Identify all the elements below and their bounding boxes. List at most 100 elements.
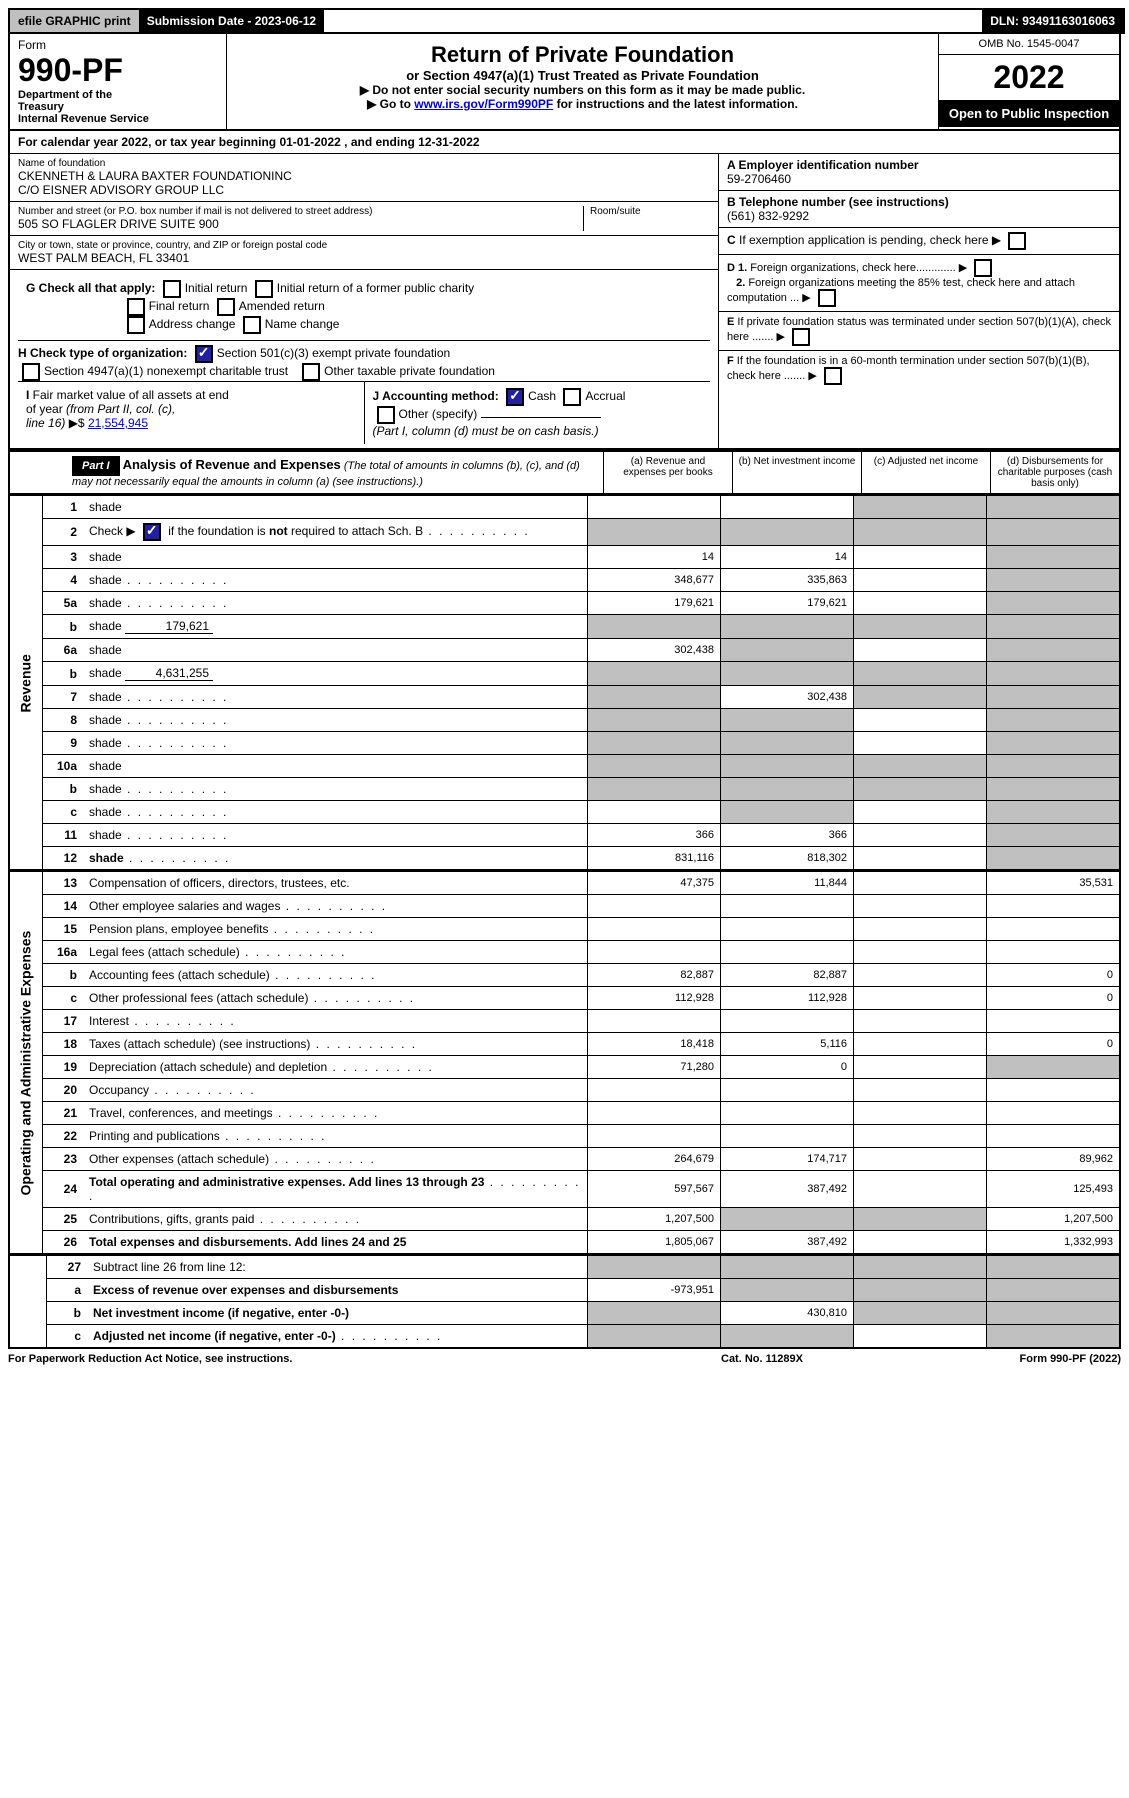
form-subtitle: or Section 4947(a)(1) Trust Treated as P… [235,68,930,83]
spacer [324,10,982,32]
table-row: 19Depreciation (attach schedule) and dep… [9,1056,1120,1079]
checkbox-4947[interactable] [22,363,40,381]
table-row: 22Printing and publications [9,1125,1120,1148]
checkbox-501c3[interactable] [195,345,213,363]
g-label: G Check all that apply: [26,281,155,295]
fmv-value[interactable]: 21,554,945 [88,416,148,430]
table-row: 16aLegal fees (attach schedule) [9,941,1120,964]
table-row: 23Other expenses (attach schedule)264,67… [9,1148,1120,1171]
table-row: 7shade302,438 [9,686,1120,709]
efile-label: efile GRAPHIC print [10,10,139,32]
checkbox-f[interactable] [824,367,842,385]
j-label: J Accounting method: [373,389,499,403]
table-row: 11shade366366 [9,824,1120,847]
c-label: C [727,233,736,247]
col-a: (a) Revenue and expenses per books [603,452,732,493]
info-grid: Name of foundation CKENNETH & LAURA BAXT… [8,154,1121,450]
instructions-link[interactable]: www.irs.gov/Form990PF [414,97,553,111]
part1-label: Part I [72,456,120,476]
checkbox-d2[interactable] [818,289,836,307]
calendar-year: For calendar year 2022, or tax year begi… [8,131,1121,154]
name-label: Name of foundation [18,158,710,169]
form-number: 990-PF [18,52,218,89]
checkbox-initial[interactable] [163,280,181,298]
table-row: 4shade348,677335,863 [9,569,1120,592]
col-c: (c) Adjusted net income [861,452,990,493]
table-row: bNet investment income (if negative, ent… [9,1302,1120,1325]
expense-table: Operating and Administrative Expenses13C… [8,871,1121,1255]
footer-center: Cat. No. 11289X [721,1353,921,1365]
header-left: Form 990-PF Department of theTreasuryInt… [10,34,227,129]
tax-year: 2022 [939,55,1119,100]
checkbox-initial-former[interactable] [255,280,273,298]
header-right: OMB No. 1545-0047 2022 Open to Public In… [938,34,1119,129]
table-row: cOther professional fees (attach schedul… [9,987,1120,1010]
checkbox-c[interactable] [1008,232,1026,250]
ein-value: 59-2706460 [727,172,1111,186]
form-label: Form [18,38,218,52]
table-row: 14Other employee salaries and wages [9,895,1120,918]
checkbox-amended[interactable] [217,298,235,316]
header-center: Return of Private Foundation or Section … [227,34,938,129]
expenses-label: Operating and Administrative Expenses [9,872,43,1255]
table-row: 20Occupancy [9,1079,1120,1102]
city: WEST PALM BEACH, FL 33401 [18,251,710,265]
col-b: (b) Net investment income [732,452,861,493]
table-row: 17Interest [9,1010,1120,1033]
table-row: aExcess of revenue over expenses and dis… [9,1279,1120,1302]
footer-left: For Paperwork Reduction Act Notice, see … [8,1353,721,1365]
foundation-name-2: C/O EISNER ADVISORY GROUP LLC [18,183,710,197]
table-row: cAdjusted net income (if negative, enter… [9,1325,1120,1349]
addr-label: Number and street (or P.O. box number if… [18,206,583,217]
table-row: Revenue1shade [9,496,1120,519]
table-row: 15Pension plans, employee benefits [9,918,1120,941]
table-row: 25Contributions, gifts, grants paid1,207… [9,1208,1120,1231]
part1-title: Analysis of Revenue and Expenses [123,457,341,472]
footer-right: Form 990-PF (2022) [921,1353,1121,1365]
table-row: 21Travel, conferences, and meetings [9,1102,1120,1125]
col-d: (d) Disbursements for charitable purpose… [990,452,1119,493]
checkbox-name[interactable] [243,316,261,334]
tel-value: (561) 832-9292 [727,209,1111,223]
table-row: 12shade831,116818,302 [9,847,1120,871]
table-row: bshade 4,631,255 [9,662,1120,686]
table-row: 3shade1414 [9,546,1120,569]
table-row: bshade 179,621 [9,615,1120,639]
revenue-label: Revenue [9,496,43,871]
table-row: cshade [9,801,1120,824]
checkbox-other-tax[interactable] [302,363,320,381]
table-row: 6ashade302,438 [9,639,1120,662]
table-row: 5ashade179,621179,621 [9,592,1120,615]
h-label: H Check type of organization: [18,346,187,360]
city-label: City or town, state or province, country… [18,240,710,251]
checkbox-accrual[interactable] [563,388,581,406]
table-row: 26Total expenses and disbursements. Add … [9,1231,1120,1255]
page-footer: For Paperwork Reduction Act Notice, see … [8,1349,1121,1369]
open-inspection: Open to Public Inspection [939,100,1119,127]
dln-label: DLN: 93491163016063 [982,10,1123,32]
table-row: 9shade [9,732,1120,755]
checkbox-other[interactable] [377,406,395,424]
checkbox-final[interactable] [127,298,145,316]
checkbox-address[interactable] [127,316,145,334]
summary-table: 27Subtract line 26 from line 12:aExcess … [8,1255,1121,1349]
revenue-table: Revenue1shade2Check ▶ if the foundation … [8,495,1121,871]
i-label: I [26,388,29,402]
table-row: Operating and Administrative Expenses13C… [9,872,1120,895]
table-row: 18Taxes (attach schedule) (see instructi… [9,1033,1120,1056]
checkbox-cash[interactable] [506,388,524,406]
table-row: bAccounting fees (attach schedule)82,887… [9,964,1120,987]
room-label: Room/suite [590,206,710,217]
table-row: 27Subtract line 26 from line 12: [9,1256,1120,1279]
omb-number: OMB No. 1545-0047 [939,34,1119,55]
ein-label: A Employer identification number [727,158,1111,172]
tel-label: B Telephone number (see instructions) [727,195,1111,209]
foundation-name-1: CKENNETH & LAURA BAXTER FOUNDATIONINC [18,169,710,183]
submission-date: Submission Date - 2023-06-12 [139,10,324,32]
table-row: 10ashade [9,755,1120,778]
checkbox-e[interactable] [792,328,810,346]
instr-1: ▶ Do not enter social security numbers o… [235,83,930,97]
checkbox-d1[interactable] [974,259,992,277]
form-title: Return of Private Foundation [235,42,930,68]
table-row: 2Check ▶ if the foundation is not requir… [9,519,1120,546]
